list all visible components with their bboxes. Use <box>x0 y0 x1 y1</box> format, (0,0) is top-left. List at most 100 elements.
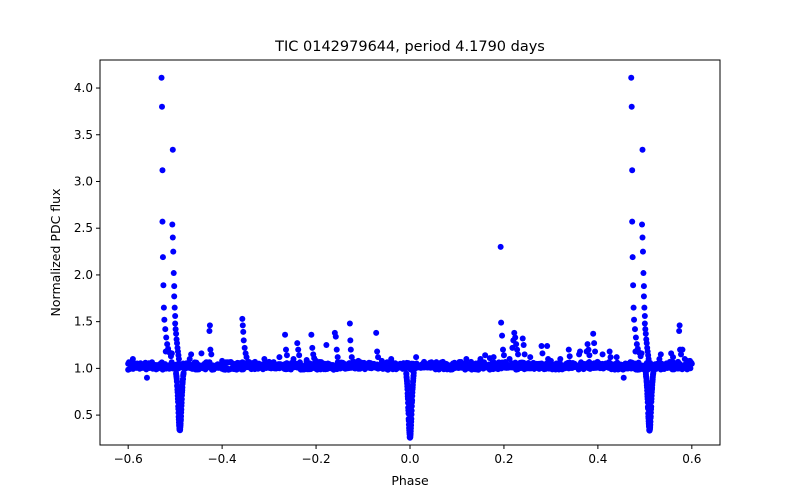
flare-point <box>333 346 340 353</box>
plot-frame <box>99 59 721 446</box>
flare-point <box>374 348 381 355</box>
flare-point <box>290 356 297 363</box>
y-axis-ticks: 0.5 1.0 1.5 2.0 2.5 3.0 3.5 4.0 <box>74 81 100 422</box>
flare-point <box>629 167 636 174</box>
data-points <box>125 74 695 441</box>
flare-point <box>500 352 507 359</box>
flare-point <box>632 348 639 355</box>
flare-point <box>585 346 592 353</box>
flare-point <box>125 360 132 367</box>
flare-point <box>164 341 171 348</box>
flare-point <box>206 322 213 329</box>
flare-point <box>686 357 693 364</box>
chart-title: TIC 0142979644, period 4.1790 days <box>274 39 545 55</box>
flare-point <box>638 350 645 357</box>
flare-point <box>198 350 205 357</box>
flare-point <box>243 354 250 361</box>
eclipse-point <box>409 397 416 404</box>
flare-point <box>296 352 303 359</box>
flare-point <box>655 360 662 367</box>
flare-point <box>514 346 521 353</box>
flare-point <box>206 328 213 334</box>
flare-point <box>640 293 647 300</box>
flare-point <box>163 334 170 341</box>
flare-point <box>162 348 169 355</box>
flare-point <box>538 342 545 349</box>
x-tick-label: 0.0 <box>400 452 419 466</box>
y-tick-label: 3.5 <box>74 128 93 142</box>
flare-point <box>641 304 648 311</box>
flare-point <box>629 218 636 225</box>
flare-point <box>577 348 584 355</box>
flare-point <box>506 356 513 363</box>
flare-point <box>160 304 167 311</box>
x-axis-label: Phase <box>391 473 429 488</box>
flare-point <box>375 354 382 361</box>
flare-point <box>159 254 166 261</box>
flare-point <box>641 320 648 327</box>
flare-point <box>566 353 573 360</box>
flare-point <box>261 356 268 363</box>
eclipse-point <box>650 369 657 376</box>
flare-point <box>631 326 638 333</box>
flare-point <box>355 357 362 364</box>
flare-point <box>606 348 613 355</box>
flare-point <box>332 333 339 340</box>
eclipse-point <box>648 403 655 410</box>
flare-point <box>527 354 534 361</box>
y-tick-label: 2.5 <box>74 221 93 235</box>
flare-point <box>584 341 591 348</box>
flare-point <box>586 352 593 359</box>
x-tick-label: −0.2 <box>301 452 330 466</box>
flare-point <box>656 356 663 363</box>
flare-point <box>334 354 341 361</box>
flare-point <box>557 356 564 363</box>
eclipse-point <box>180 370 187 377</box>
flare-point <box>500 346 506 353</box>
flare-point <box>283 346 289 353</box>
flare-point <box>639 234 646 241</box>
flare-point <box>309 344 316 351</box>
flare-point <box>512 334 519 341</box>
flare-point <box>679 346 686 353</box>
flare-point <box>613 354 620 361</box>
flare-point <box>169 146 176 153</box>
flare-point <box>642 326 649 333</box>
flare-point <box>640 283 647 290</box>
flare-point <box>346 320 353 327</box>
flare-point <box>172 320 179 327</box>
y-tick-label: 0.5 <box>74 408 93 422</box>
flare-point <box>497 243 504 250</box>
flare-point <box>676 322 683 329</box>
flare-point <box>643 340 650 347</box>
flare-point <box>282 331 289 338</box>
flare-point <box>519 335 526 342</box>
flare-point <box>373 329 380 336</box>
flare-point <box>283 352 290 359</box>
flare-point <box>630 282 637 289</box>
flare-point <box>421 358 428 365</box>
flare-point <box>639 146 646 153</box>
y-tick-label: 1.5 <box>74 315 93 329</box>
flare-point <box>171 304 178 311</box>
flare-point <box>161 316 168 323</box>
flare-point <box>308 331 315 338</box>
flare-point <box>439 358 446 365</box>
y-tick-label: 2.0 <box>74 268 93 282</box>
flare-point <box>170 270 177 277</box>
flare-point <box>159 103 165 110</box>
flare-point <box>239 315 246 322</box>
flare-point <box>628 103 635 110</box>
x-tick-label: 0.4 <box>588 452 607 466</box>
flare-point <box>240 328 247 335</box>
flare-point <box>631 316 638 323</box>
flare-point <box>632 334 639 341</box>
flare-point <box>591 340 598 347</box>
flare-point <box>207 346 214 353</box>
flare-point <box>645 356 652 363</box>
eclipse-point <box>408 407 415 414</box>
flare-point <box>641 313 648 320</box>
flare-point <box>498 319 505 326</box>
y-tick-label: 4.0 <box>74 81 93 95</box>
